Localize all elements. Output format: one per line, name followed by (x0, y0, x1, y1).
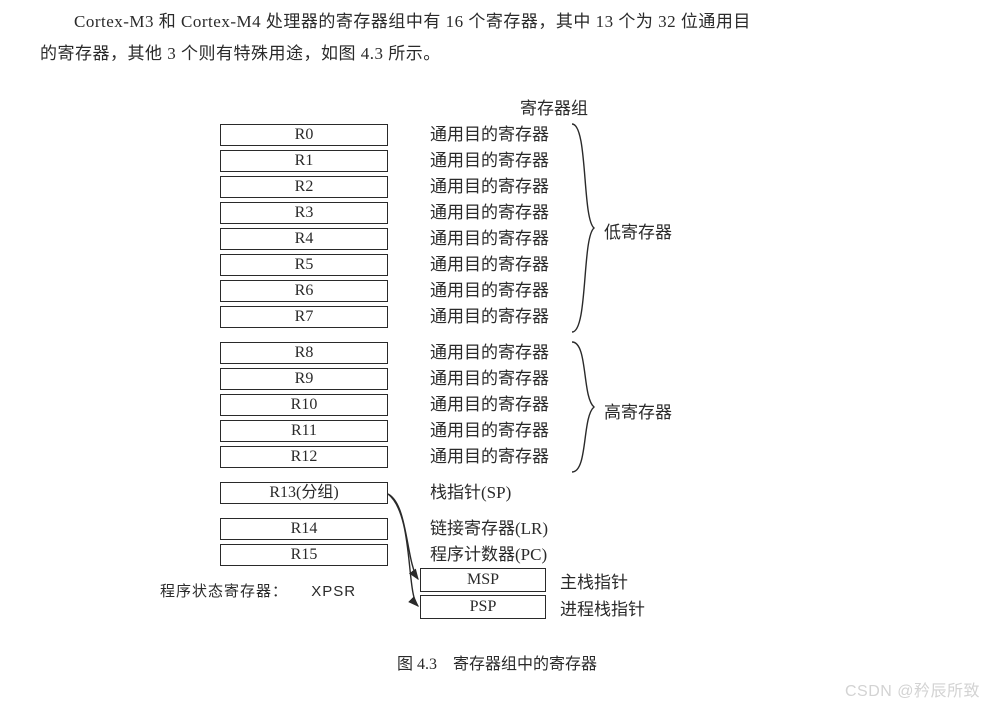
r13-to-sp-arrows-icon (388, 484, 508, 634)
desc-r10: 通用目的寄存器 (430, 394, 549, 416)
intro-text: Cortex-M3 和 Cortex-M4 处理器的寄存器组中有 16 个寄存器… (40, 6, 960, 71)
diagram-title: 寄存器组 (520, 94, 588, 119)
reg-r9: R9 (220, 368, 388, 390)
xpsr-line: 程序状态寄存器： XPSR (160, 580, 356, 601)
reg-r4: R4 (220, 228, 388, 250)
desc-r5: 通用目的寄存器 (430, 254, 549, 276)
reg-r3: R3 (220, 202, 388, 224)
desc-r4: 通用目的寄存器 (430, 228, 549, 250)
desc-r0: 通用目的寄存器 (430, 124, 549, 146)
reg-r6: R6 (220, 280, 388, 302)
sp-msp-label: 主栈指针 (560, 568, 628, 593)
reg-r8: R8 (220, 342, 388, 364)
intro-line1: Cortex-M3 和 Cortex-M4 处理器的寄存器组中有 16 个寄存器… (74, 12, 751, 31)
group-low-label: 低寄存器 (604, 218, 672, 243)
reg-r11: R11 (220, 420, 388, 442)
xpsr-value: XPSR (311, 583, 356, 600)
reg-r1: R1 (220, 150, 388, 172)
reg-r14: R14 (220, 518, 388, 540)
desc-r9: 通用目的寄存器 (430, 368, 549, 390)
reg-r12: R12 (220, 446, 388, 468)
sp-psp-label: 进程栈指针 (560, 595, 645, 620)
reg-r10: R10 (220, 394, 388, 416)
desc-r6: 通用目的寄存器 (430, 280, 549, 302)
reg-r2: R2 (220, 176, 388, 198)
desc-r12: 通用目的寄存器 (430, 446, 549, 468)
watermark: CSDN @矜辰所致 (845, 677, 980, 701)
reg-r5: R5 (220, 254, 388, 276)
reg-r13: R13(分组) (220, 482, 388, 504)
reg-r7: R7 (220, 306, 388, 328)
desc-r11: 通用目的寄存器 (430, 420, 549, 442)
desc-r3: 通用目的寄存器 (430, 202, 549, 224)
register-column: R0 R1 R2 R3 R4 R5 R6 R7 R8 R9 R10 R11 R1… (220, 124, 388, 570)
desc-r2: 通用目的寄存器 (430, 176, 549, 198)
figure-caption: 图 4.3 寄存器组中的寄存器 (0, 650, 994, 674)
group-high-label: 高寄存器 (604, 398, 672, 423)
desc-r8: 通用目的寄存器 (430, 342, 549, 364)
desc-r1: 通用目的寄存器 (430, 150, 549, 172)
intro-line2: 的寄存器，其他 3 个则有特殊用途，如图 4.3 所示。 (40, 44, 441, 63)
xpsr-label: 程序状态寄存器： (160, 583, 288, 600)
reg-r15: R15 (220, 544, 388, 566)
desc-r7: 通用目的寄存器 (430, 306, 549, 328)
reg-r0: R0 (220, 124, 388, 146)
